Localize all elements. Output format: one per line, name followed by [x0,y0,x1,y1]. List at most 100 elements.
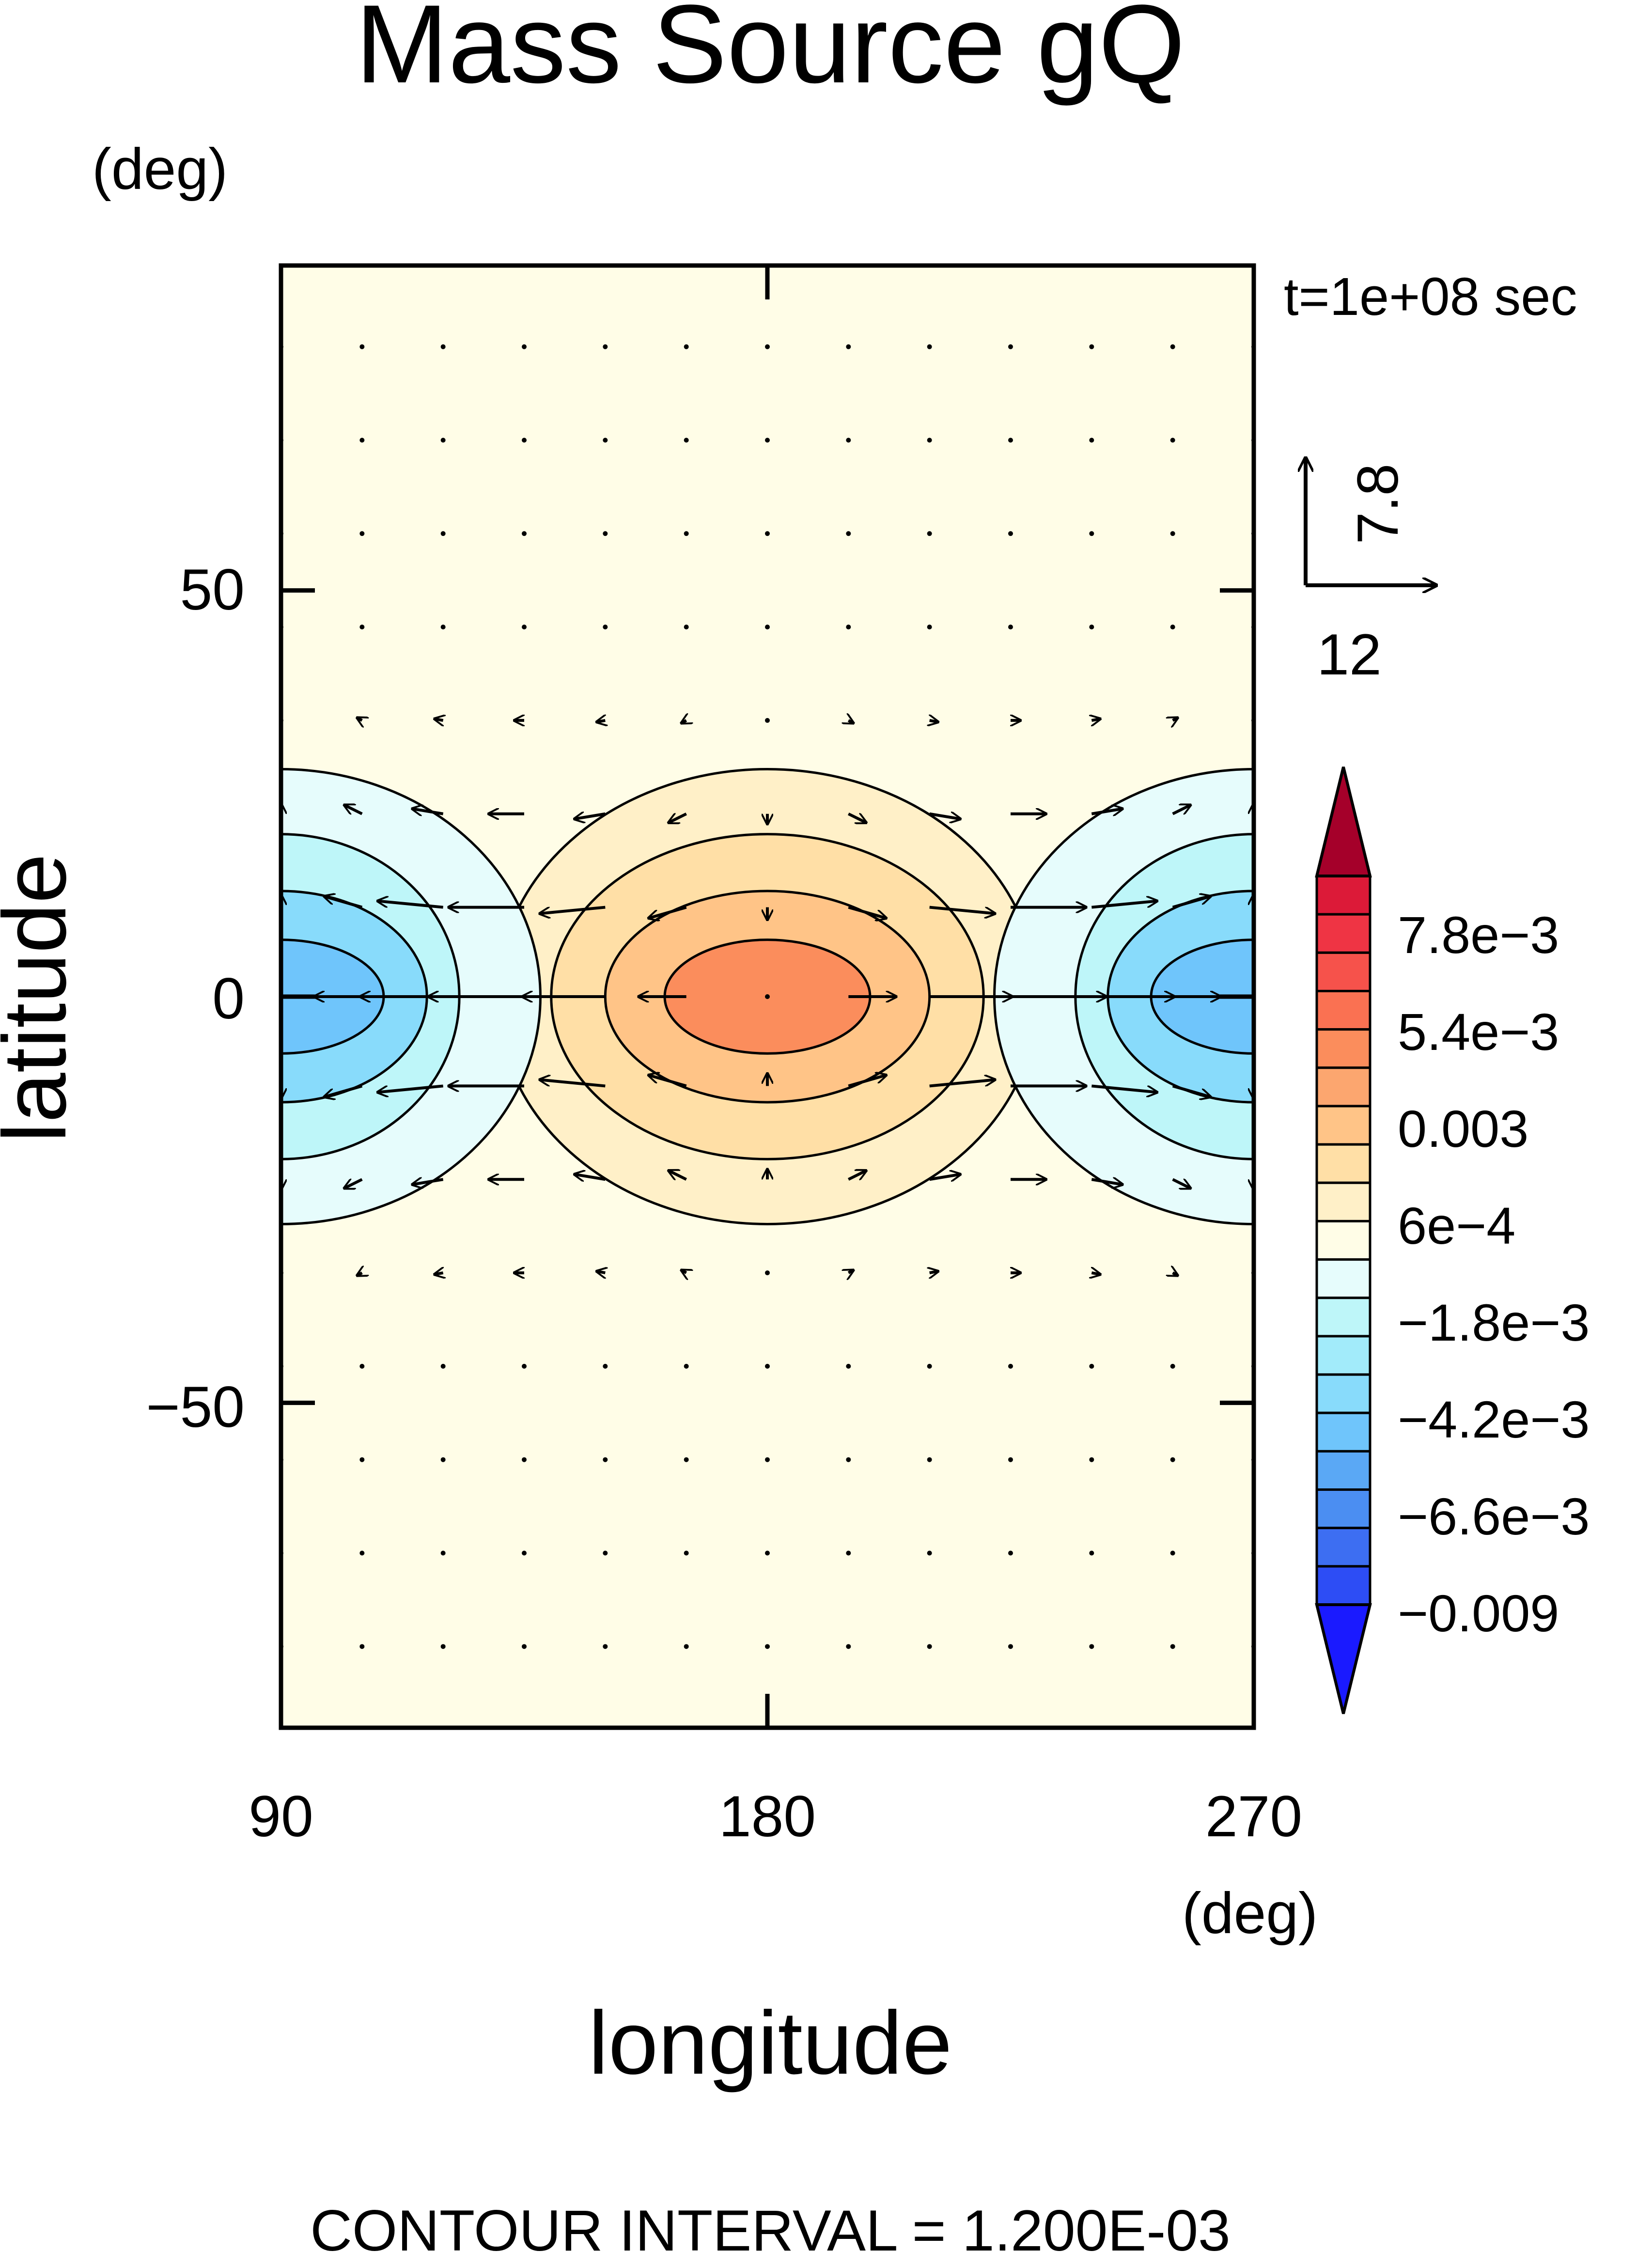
vector-dot [440,344,446,349]
vector-dot [765,438,770,443]
vector-dot [684,344,689,349]
vector-dot [765,994,770,999]
vector-dot [1008,438,1013,443]
vector-dot [603,1457,608,1462]
vector-dot [603,1363,608,1369]
y-tick-label-50: 50 [180,557,245,622]
vector-dot [1089,438,1094,443]
vector-arrow [540,906,606,914]
vector-dot [1170,1363,1175,1369]
colorbar-top-arrow [1315,766,1372,877]
vector-arrow [847,813,866,823]
chart-title: Mass Source gQ [356,0,1185,106]
vector-arrow [1091,719,1100,720]
vector-arrow [649,1075,687,1088]
vector-dot [440,1550,446,1556]
vector-dot [1170,625,1175,630]
colorbar-segment [1315,1565,1371,1606]
vector-arrow [1173,1273,1178,1276]
colorbar-segment [1315,989,1371,1031]
vector-dot [846,344,851,349]
reference-vector: 7.8 12 [1306,458,1436,687]
vector-dot [1170,1457,1175,1462]
vector-dot [1089,344,1094,349]
vector-arrow [377,1084,443,1092]
vector-dot [1008,1550,1013,1556]
vector-arrow [377,901,443,909]
y-unit-label: (deg) [92,137,228,202]
vector-dot [522,625,527,630]
vector-dot [522,1550,527,1556]
vector-arrow [357,718,362,720]
vector-dot [522,1457,527,1462]
colorbar-segment [1315,1450,1371,1491]
vector-dot [1008,1457,1013,1462]
vector-dot [1089,1644,1094,1649]
vector-dot [1089,531,1094,536]
colorbar-segment [1315,913,1371,954]
vector-dot [522,438,527,443]
colorbar-segment [1315,1527,1371,1568]
vector-dot [927,625,932,630]
vector-arrow [1172,805,1191,815]
vector-dot [1089,1550,1094,1556]
colorbar-label-8: −0.009 [1398,1584,1559,1642]
vector-arrow [575,814,606,819]
colorbar-label-6: −4.2e−3 [1398,1390,1590,1449]
vector-dot [684,531,689,536]
vector-dot [684,625,689,630]
vector-dot [846,1457,851,1462]
vector-dot [765,1644,770,1649]
vector-arrow [1091,901,1157,909]
vector-arrow [412,1179,444,1185]
ref-vector-y-value: 7.8 [1345,464,1410,545]
vector-field [281,344,1254,1649]
vector-arrow [848,720,853,723]
colorbar-segment [1315,1411,1371,1453]
vector-dot [440,1457,446,1462]
vector-arrow [929,1174,961,1180]
vector-dot [684,1363,689,1369]
contour-interval-footer: CONTOUR INTERVAL = 1.200E-03 [310,2198,1231,2263]
colorbar [1315,766,1372,1714]
vector-dot [359,438,365,443]
vector-arrow [344,1178,363,1188]
vector-dot [440,438,446,443]
vector-dot [359,1457,365,1462]
vector-dot [1170,438,1175,443]
vector-arrow [848,1075,886,1088]
vector-dot [765,1270,770,1276]
colorbar-label-7: −6.6e−3 [1398,1487,1590,1546]
vector-dot [927,531,932,536]
vector-arrow [596,1271,605,1273]
x-unit-label: (deg) [1182,1881,1318,1946]
vector-dot [927,1550,932,1556]
vector-dot [603,1644,608,1649]
colorbar-segment [1315,1373,1371,1414]
vector-arrow [1091,1084,1157,1092]
vector-dot [440,1644,446,1649]
colorbar-segment [1315,1181,1371,1222]
vector-dot [765,344,770,349]
vector-dot [1170,531,1175,536]
vector-dot [1008,1363,1013,1369]
vector-arrow [1173,718,1178,720]
vector-dot [603,438,608,443]
colorbar-label-4: 6e−4 [1398,1196,1515,1255]
colorbar-segment [1315,1297,1371,1338]
x-tick-label-270: 270 [1205,1784,1302,1849]
colorbar-segment [1315,1258,1371,1299]
vector-dot [846,1363,851,1369]
vector-dot [927,1363,932,1369]
vector-arrow [412,809,444,814]
vector-dot [359,531,365,536]
vector-dot [359,1550,365,1556]
vector-arrow [681,1270,686,1273]
colorbar-segment [1315,1219,1371,1261]
vector-dot [846,1644,851,1649]
plot-area [281,266,1254,1728]
vector-dot [765,531,770,536]
y-tick-label-minus-50: −50 [146,1375,245,1439]
vector-dot [1008,1644,1013,1649]
vector-dot [765,1363,770,1369]
